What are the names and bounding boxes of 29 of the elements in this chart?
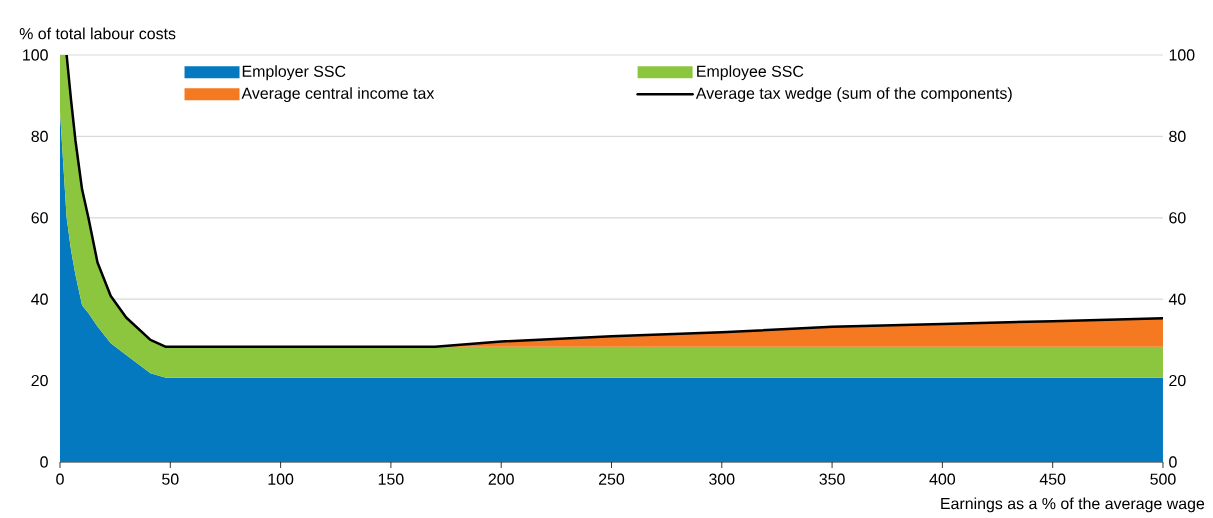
y2-tick-label: 60 [1169,212,1186,224]
y-axis-title: % of total labour costs [19,27,176,40]
y-tick-label: 100 [23,49,48,61]
x-tick-label: 300 [709,473,735,485]
x-tick-label: 150 [378,473,404,485]
y-tick-label: 80 [31,130,48,143]
legend-label: Employee SSC [697,65,804,81]
x-tick-label: 250 [598,473,625,485]
x-tick-label: 500 [1150,473,1176,485]
y-tick-label: 20 [31,375,48,387]
y2-tick-label: 100 [1169,49,1195,61]
legend-label: Average central income tax [241,87,435,103]
x-tick-label: 100 [268,473,294,485]
y-tick-label: 40 [31,293,48,305]
y-tick-label: 60 [31,212,48,224]
legend-label: Average tax wedge (sum of the components) [695,87,1012,103]
y2-tick-label: 80 [1169,130,1186,143]
x-tick-label: 200 [488,473,514,485]
x-tick-label: 0 [56,473,64,485]
x-tick-label: 400 [929,473,956,485]
x-axis-title: Earnings as a % of the average wage [941,497,1205,513]
y2-tick-label: 40 [1168,293,1186,305]
legend-label: Employer SSC [242,65,346,81]
y2-tick-label: 0 [1169,456,1177,468]
x-tick-label: 50 [162,473,179,485]
y2-tick-label: 20 [1169,375,1186,387]
x-tick-label: 350 [819,473,845,485]
y-tick-label: 0 [40,456,48,468]
x-tick-label: 450 [1039,473,1066,485]
